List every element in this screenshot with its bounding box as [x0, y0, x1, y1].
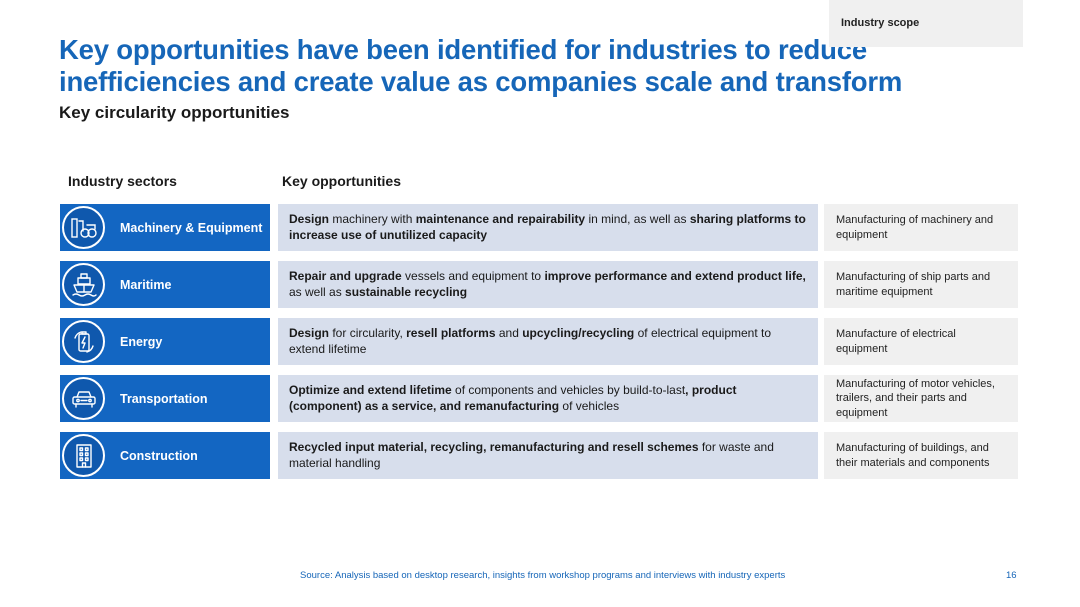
scope-text: Manufacture of electrical equipment: [836, 328, 956, 355]
sector-cell: Construction: [60, 432, 270, 479]
opportunity-text: machinery with: [329, 212, 416, 226]
scope-text: Manufacturing of buildings, and their ma…: [836, 442, 990, 469]
sector-cell: Machinery & Equipment: [60, 204, 270, 251]
opportunity-text: of components and vehicles by build-to-l…: [451, 383, 686, 397]
energy-icon: [62, 320, 105, 363]
opportunity-text-bold: upcycling/recycling: [522, 326, 635, 340]
column-header-scope: Industry scope: [829, 0, 1023, 47]
opportunity-cell: Recycled input material, recycling, rema…: [278, 432, 818, 479]
opportunity-text-bold: , product (component) as a service, and …: [289, 383, 737, 413]
opportunity-text-bold: Design: [289, 326, 330, 340]
page-title: Key opportunities have been identified f…: [59, 34, 903, 97]
opportunity-cell: Design for circularity, resell platforms…: [278, 318, 818, 365]
sector-label: Construction: [120, 448, 198, 463]
opportunity-text: vessels and equipment to: [401, 269, 545, 283]
sector-label: Machinery & Equipment: [120, 220, 263, 235]
table-row: Maritime Repair and upgrade vessels and …: [60, 261, 1020, 308]
table-row: Energy Design for circularity, resell pl…: [60, 318, 1020, 365]
opportunity-text: of electrical equipment to extend lifeti…: [289, 326, 772, 356]
opportunity-text: for waste and material handling: [289, 440, 774, 470]
opportunity-text: as well as: [289, 285, 346, 299]
opportunity-text-bold: Design: [289, 212, 330, 226]
opportunity-text-bold: improve performance and extend product l…: [544, 269, 806, 283]
car-icon: [62, 377, 105, 420]
opportunity-text-bold: resell platforms: [406, 326, 496, 340]
scope-cell: Manufacturing of machinery and equipment: [824, 204, 1018, 251]
opportunity-cell: Optimize and extend lifetime of componen…: [278, 375, 818, 422]
table-row: Machinery & Equipment Design machinery w…: [60, 204, 1020, 251]
source-note: Source: Analysis based on desktop resear…: [300, 570, 786, 581]
opportunity-text: for circularity,: [329, 326, 407, 340]
opportunity-text-bold: sustainable recycling: [345, 285, 468, 299]
opportunity-cell: Design machinery with maintenance and re…: [278, 204, 818, 251]
scope-cell: Manufacturing of buildings, and their ma…: [824, 432, 1018, 479]
sector-cell: Maritime: [60, 261, 270, 308]
opportunity-text-bold: maintenance and repairability: [415, 212, 586, 226]
sector-label: Maritime: [120, 277, 172, 292]
opportunity-text-bold: Recycled input material, recycling, rema…: [289, 440, 699, 454]
page-subtitle: Key circularity opportunities: [59, 103, 290, 122]
sector-label: Transportation: [120, 391, 208, 406]
scope-text: Manufacturing of machinery and equipment: [836, 214, 994, 241]
table-row: Construction Recycled input material, re…: [60, 432, 1020, 479]
scope-cell: Manufacture of electrical equipment: [824, 318, 1018, 365]
page-number: 16: [1006, 570, 1017, 581]
scope-text: Manufacturing of motor vehicles, trailer…: [836, 377, 995, 419]
scope-cell: Manufacturing of motor vehicles, trailer…: [824, 375, 1018, 422]
sector-cell: Transportation: [60, 375, 270, 422]
opportunity-text-bold: Optimize and extend lifetime: [289, 383, 452, 397]
opportunity-text: in mind, as well as: [585, 212, 690, 226]
machinery-icon: [62, 206, 105, 249]
building-icon: [62, 434, 105, 477]
opportunity-text-bold: Repair and upgrade: [289, 269, 402, 283]
column-header-opportunities: Key opportunities: [282, 173, 402, 189]
sector-cell: Energy: [60, 318, 270, 365]
ship-icon: [62, 263, 105, 306]
scope-text: Manufacturing of ship parts and maritime…: [836, 271, 991, 298]
sector-label: Energy: [120, 334, 163, 349]
column-header-sectors: Industry sectors: [68, 173, 177, 189]
opportunity-text-bold: sharing platforms to increase use of unu…: [289, 212, 806, 242]
table-row: Transportation Optimize and extend lifet…: [60, 375, 1020, 422]
opportunity-text: of vehicles: [559, 399, 620, 413]
opportunity-cell: Repair and upgrade vessels and equipment…: [278, 261, 818, 308]
scope-cell: Manufacturing of ship parts and maritime…: [824, 261, 1018, 308]
opportunity-text: and: [495, 326, 523, 340]
